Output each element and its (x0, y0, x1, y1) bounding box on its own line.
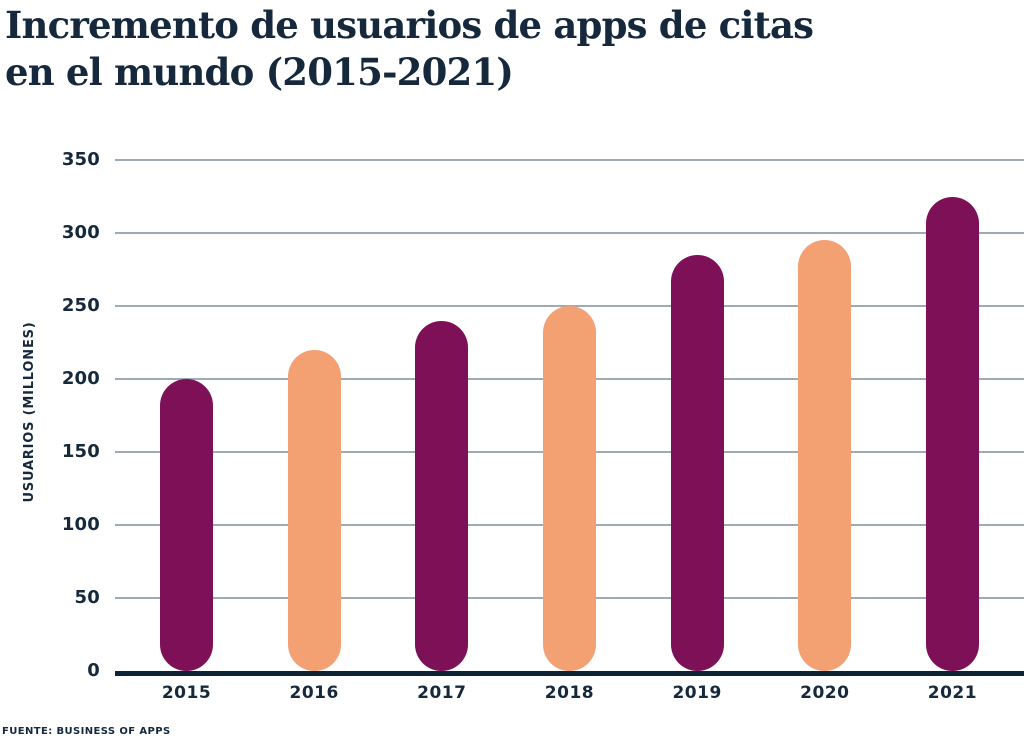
x-tick-label-2016: 2016 (289, 683, 339, 703)
bar-chart: USUARIOS (MILLONES) 0 50 100 150 200 250 300 35… (22, 150, 1024, 681)
y-axis-label: USUARIOS (MILLONES) (22, 321, 37, 503)
chart-title-line-2: en el mundo (2015-2021) (5, 50, 514, 94)
source-text: FUENTE: BUSINESS OF APPS (2, 726, 171, 737)
y-tick-label-150: 150 (61, 441, 100, 462)
bar-2018 (542, 306, 596, 671)
bar-2019 (670, 254, 724, 671)
gridline-300 (115, 232, 1024, 234)
x-tick-label-2015: 2015 (161, 683, 212, 703)
bar-2016 (287, 349, 341, 671)
bars-group (115, 160, 1024, 671)
y-tick-label-50: 50 (74, 587, 100, 609)
gridline-350 (115, 159, 1024, 161)
chart-title-line-1: Incremento de usuarios de apps de citas (5, 3, 814, 47)
x-tick-label-2017: 2017 (417, 683, 467, 703)
y-tick-label-200: 200 (61, 368, 100, 390)
y-tick-label-350: 350 (61, 149, 100, 170)
y-tick-label-0: 0 (87, 660, 100, 681)
bar-2020 (798, 240, 852, 671)
x-axis-labels: 2015 2016 2017 2018 2019 2020 2021 (115, 683, 1024, 703)
bar-2015 (160, 379, 213, 671)
chart-title: Incremento de usuarios de apps de citas … (5, 2, 814, 96)
x-tick-label-2021: 2021 (927, 683, 978, 703)
x-tick-label-2020: 2020 (800, 683, 850, 703)
plot-area: 0 50 100 150 200 250 300 350 (62, 150, 1024, 681)
y-tick-label-250: 250 (61, 295, 100, 316)
bar-2017 (415, 320, 469, 671)
bar-2021 (925, 196, 979, 671)
x-tick-label-2018: 2018 (544, 683, 595, 703)
x-axis-line (115, 671, 1024, 676)
y-tick-label-100: 100 (61, 514, 100, 536)
x-tick-label-2019: 2019 (672, 683, 722, 703)
y-tick-label-300: 300 (61, 222, 100, 243)
